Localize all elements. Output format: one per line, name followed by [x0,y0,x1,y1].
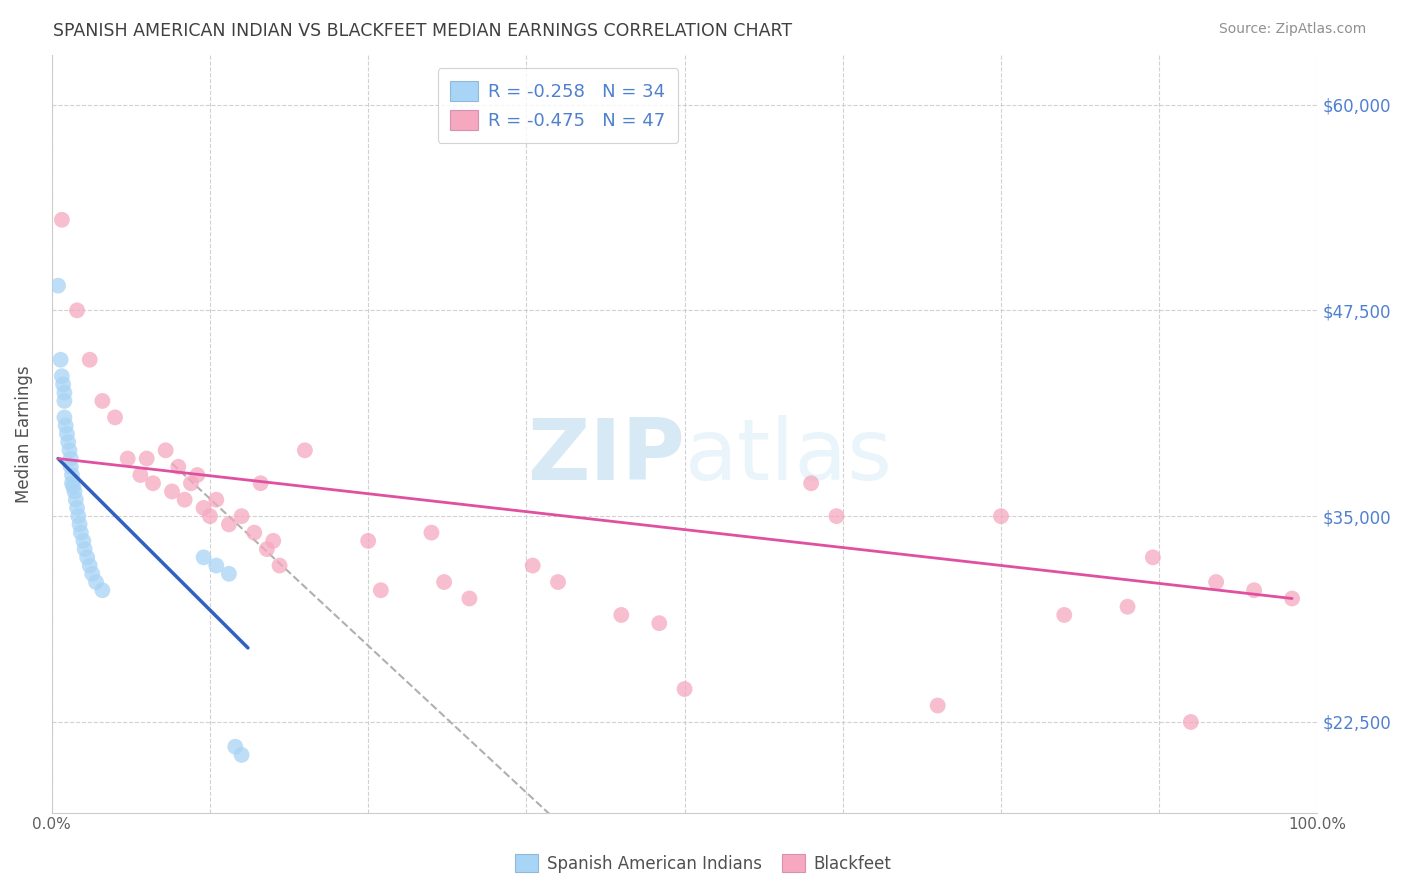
Point [60,468,83,483]
Point [800,476,823,491]
Point [180,476,202,491]
Point [927,698,949,713]
Point [91,583,114,598]
Point [60,476,83,491]
Point [91,393,114,408]
Point [51,212,73,227]
Point [53,393,76,408]
Point [63,484,86,499]
Point [73,542,96,557]
Point [648,616,671,631]
Point [135,451,157,466]
Point [205,558,228,573]
Point [46,278,69,293]
Text: SPANISH AMERICAN INDIAN VS BLACKFEET MEDIAN EARNINGS CORRELATION CHART: SPANISH AMERICAN INDIAN VS BLACKFEET MED… [53,22,793,40]
Point [79,558,101,573]
Point [55,418,77,433]
Point [673,681,696,696]
Text: Source: ZipAtlas.com: Source: ZipAtlas.com [1219,22,1367,37]
Point [231,747,253,762]
Point [370,583,392,598]
Point [66,303,89,318]
Point [262,533,284,548]
Point [193,500,215,515]
Point [142,476,165,491]
Legend: Spanish American Indians, Blackfeet: Spanish American Indians, Blackfeet [508,847,898,880]
Point [59,459,82,474]
Legend: R = -0.258   N = 34, R = -0.475   N = 47: R = -0.258 N = 34, R = -0.475 N = 47 [437,68,678,143]
Point [58,435,80,450]
Point [129,468,152,483]
Point [104,410,127,425]
Point [522,558,544,573]
Point [1281,591,1303,606]
Point [82,566,104,581]
Point [218,566,240,581]
Point [66,500,89,515]
Point [825,509,848,524]
Point [62,479,84,493]
Point [155,443,177,458]
Point [53,410,76,425]
Point [167,459,190,474]
Point [65,492,87,507]
Point [84,574,107,589]
Point [51,369,73,384]
Point [256,542,278,557]
Point [79,352,101,367]
Text: ZIP: ZIP [527,415,685,498]
Point [433,574,456,589]
Text: atlas: atlas [685,415,893,498]
Point [72,533,94,548]
Point [218,517,240,532]
Point [56,426,79,441]
Point [243,525,266,540]
Point [1116,599,1139,614]
Point [990,509,1012,524]
Point [186,468,208,483]
Point [1142,550,1164,565]
Point [173,492,195,507]
Point [294,443,316,458]
Point [547,574,569,589]
Point [69,517,91,532]
Point [1053,607,1076,622]
Point [1180,714,1202,729]
Point [1243,583,1265,598]
Point [117,451,139,466]
Point [231,509,253,524]
Point [53,385,76,400]
Point [610,607,633,622]
Point [67,509,90,524]
Point [249,476,271,491]
Point [70,525,93,540]
Point [269,558,291,573]
Point [58,443,80,458]
Y-axis label: Median Earnings: Median Earnings [15,365,32,503]
Point [357,533,380,548]
Point [224,739,246,754]
Point [458,591,481,606]
Point [49,352,72,367]
Point [193,550,215,565]
Point [205,492,228,507]
Point [198,509,221,524]
Point [59,451,82,466]
Point [76,550,98,565]
Point [420,525,443,540]
Point [160,484,183,499]
Point [1205,574,1227,589]
Point [52,377,75,392]
